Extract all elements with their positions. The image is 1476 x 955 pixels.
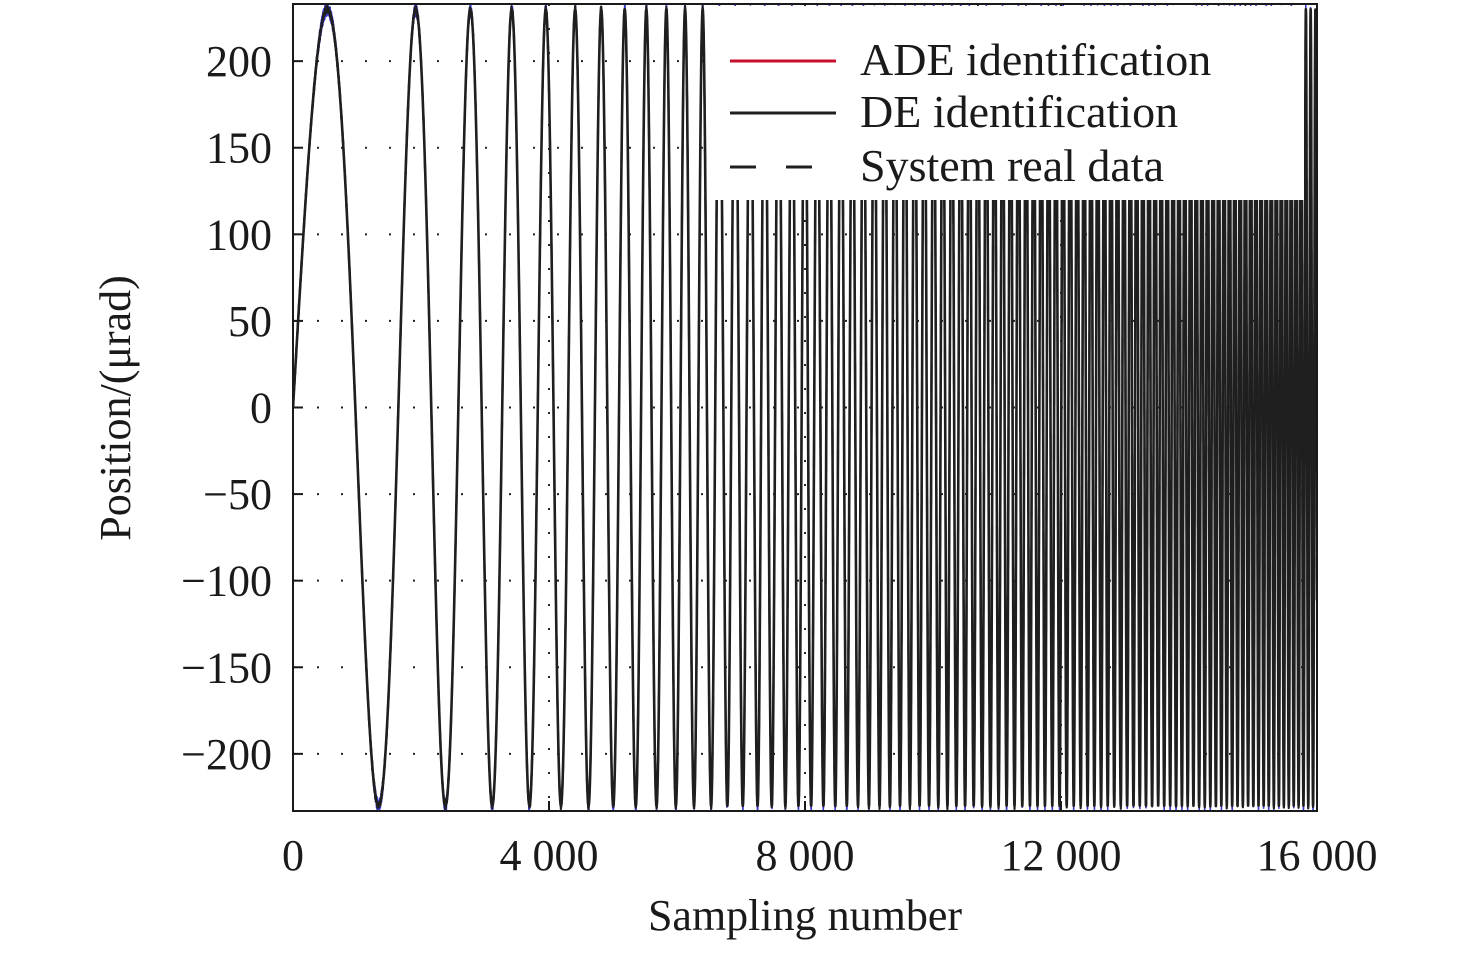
legend-label-de: DE identification <box>860 86 1178 137</box>
y-tick-label: 50 <box>228 297 272 346</box>
y-tick-label: −200 <box>181 730 272 779</box>
y-tick-label: −50 <box>203 470 272 519</box>
x-axis-title: Sampling number <box>648 891 962 940</box>
y-tick-label: −100 <box>181 557 272 606</box>
legend-label-real: System real data <box>860 140 1164 191</box>
x-tick-label: 8 000 <box>756 831 855 880</box>
x-tick-label: 12 000 <box>1001 831 1122 880</box>
y-axis-title: Position/(μrad) <box>91 275 140 541</box>
y-tick-label: 150 <box>206 124 272 173</box>
y-tick-label: 0 <box>250 384 272 433</box>
x-tick-label: 4 000 <box>500 831 599 880</box>
legend-box <box>714 6 1304 200</box>
legend: ADE identification DE identification Sys… <box>714 6 1304 200</box>
y-tick-label: 200 <box>206 37 272 86</box>
y-tick-label: −150 <box>181 643 272 692</box>
x-tick-label: 0 <box>282 831 304 880</box>
legend-label-ade: ADE identification <box>860 34 1211 85</box>
x-tick-label: 16 000 <box>1257 831 1378 880</box>
y-tick-label: 100 <box>206 210 272 259</box>
ticks: 0 4 000 8 000 12 000 16 000 200 150 100 50 0 −50 −1… <box>181 37 1377 880</box>
